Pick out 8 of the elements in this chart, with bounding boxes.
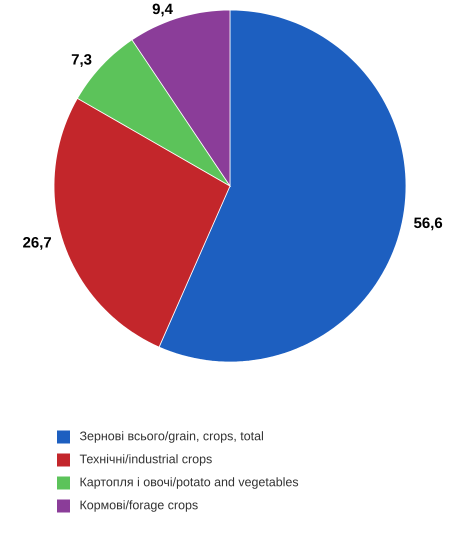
data-label: 9,4 [152, 4, 173, 16]
legend-label: Технічні/industrial crops [80, 454, 212, 466]
data-label: 56,6 [414, 218, 442, 230]
legend-label: Картопля і овочі/potato and vegetables [80, 477, 298, 489]
legend-label: Зернові всього/grain, crops, total [80, 431, 263, 443]
data-label: 26,7 [23, 237, 52, 250]
legend-label: Кормові/forage crops [80, 500, 198, 512]
data-label: 7,3 [72, 54, 92, 67]
